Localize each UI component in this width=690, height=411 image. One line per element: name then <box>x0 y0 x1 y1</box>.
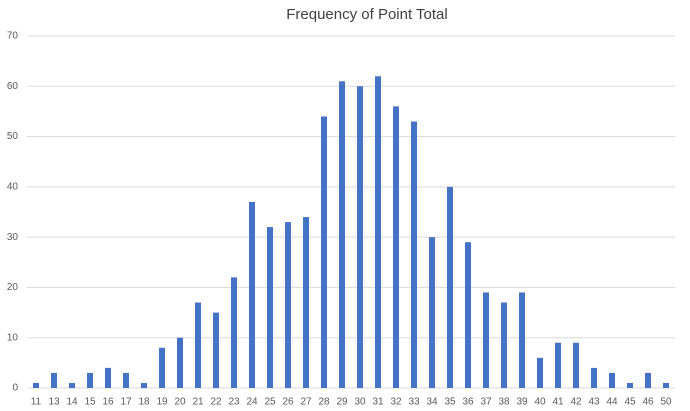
bar <box>231 277 237 388</box>
bar <box>51 372 57 388</box>
bar <box>195 302 201 388</box>
bar <box>321 116 327 388</box>
x-tick-label: 46 <box>642 397 654 408</box>
x-tick-label: 31 <box>372 397 384 408</box>
bar <box>123 372 129 388</box>
bar <box>267 227 273 388</box>
bar <box>249 201 255 388</box>
x-tick-label: 15 <box>84 397 96 408</box>
x-tick-label: 44 <box>606 397 618 408</box>
x-tick-label: 36 <box>462 397 474 408</box>
x-tick-label: 20 <box>174 397 186 408</box>
x-tick-label: 24 <box>246 397 258 408</box>
x-tick-label: 28 <box>318 397 330 408</box>
bar <box>411 121 417 388</box>
bar <box>357 86 363 389</box>
x-tick-label: 18 <box>138 397 150 408</box>
bar <box>465 242 471 388</box>
x-tick-label: 27 <box>300 397 312 408</box>
x-tick-label: 34 <box>426 397 438 408</box>
chart-title: Frequency of Point Total <box>286 6 447 23</box>
bar <box>609 372 615 388</box>
x-tick-label: 41 <box>552 397 564 408</box>
x-tick-label: 37 <box>480 397 492 408</box>
bar <box>645 372 651 388</box>
x-tick-label: 14 <box>66 397 78 408</box>
y-tick-label: 10 <box>7 332 19 343</box>
x-tick-label: 33 <box>408 397 420 408</box>
bar <box>627 382 633 388</box>
x-tick-label: 22 <box>210 397 222 408</box>
bar <box>33 382 39 388</box>
x-tick-label: 19 <box>156 397 168 408</box>
x-tick-label: 40 <box>534 397 546 408</box>
bar <box>555 342 561 388</box>
x-tick-label: 23 <box>228 397 240 408</box>
y-tick-label: 20 <box>7 282 19 293</box>
bar <box>393 106 399 389</box>
x-tick-label: 13 <box>48 397 60 408</box>
x-tick-label: 11 <box>31 397 42 408</box>
x-tick-label: 43 <box>588 397 600 408</box>
x-tick-label: 38 <box>498 397 510 408</box>
bar <box>339 81 345 388</box>
bar <box>69 382 75 388</box>
bar <box>177 337 183 388</box>
y-tick-label: 50 <box>7 131 19 142</box>
bar <box>519 292 525 388</box>
bar <box>303 217 309 388</box>
bar <box>573 342 579 388</box>
x-tick-label: 42 <box>570 397 582 408</box>
bar <box>285 222 291 388</box>
bar <box>537 357 543 388</box>
bar <box>375 76 381 388</box>
bar <box>501 302 507 388</box>
bar <box>591 367 597 388</box>
x-tick-label: 39 <box>516 397 528 408</box>
y-tick-label: 30 <box>7 232 19 243</box>
x-tick-label: 32 <box>390 397 402 408</box>
bar <box>213 312 219 388</box>
x-tick-label: 35 <box>444 397 456 408</box>
bar <box>663 382 669 388</box>
y-tick-label: 60 <box>7 81 19 92</box>
x-tick-label: 16 <box>102 397 114 408</box>
y-tick-label: 40 <box>7 181 19 192</box>
y-tick-label: 0 <box>12 383 18 394</box>
bar <box>483 292 489 388</box>
bar <box>141 382 147 388</box>
x-tick-label: 50 <box>660 397 672 408</box>
bar <box>87 372 93 388</box>
bar <box>429 237 435 388</box>
bar <box>159 347 165 388</box>
x-tick-label: 25 <box>264 397 276 408</box>
bar <box>447 186 453 388</box>
x-tick-label: 30 <box>354 397 366 408</box>
x-tick-label: 21 <box>192 397 204 408</box>
x-tick-label: 17 <box>120 397 132 408</box>
x-tick-label: 26 <box>282 397 294 408</box>
x-tick-label: 29 <box>336 397 348 408</box>
bar <box>105 367 111 388</box>
x-tick-label: 45 <box>624 397 636 408</box>
y-tick-label: 70 <box>7 31 19 42</box>
